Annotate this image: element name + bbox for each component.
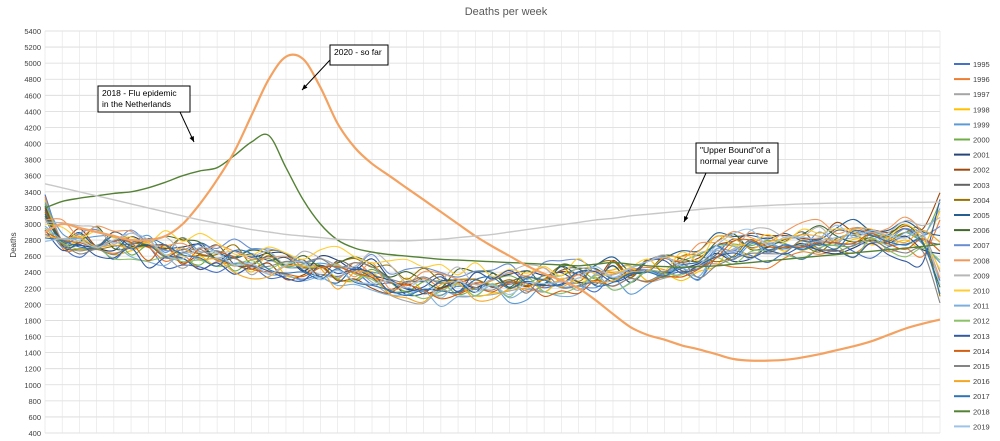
y-tick-label: 4800 [24,75,41,84]
legend-label: 2016 [973,377,990,386]
y-tick-label: 2600 [24,252,41,261]
legend-label: 2012 [973,317,990,326]
legend: 1995 1996 1997 1998 1999 2000 2001 2002 2003 2004… [954,60,990,431]
legend-label: 1996 [973,75,990,84]
annotation-text: normal year curve [700,156,768,166]
annotation-arrow [301,59,331,91]
y-tick-label: 5400 [24,27,41,36]
series-line-2016 [44,227,941,303]
legend-label: 2013 [973,332,990,341]
annotation-arrow [683,172,707,223]
y-tick-label: 600 [28,413,41,422]
annotation-box [97,85,191,113]
y-tick-label: 800 [28,397,41,406]
legend-label: 2009 [973,271,990,280]
series-line-2014 [44,231,941,300]
y-tick-label: 1000 [24,381,41,390]
y-tick-label: 2400 [24,268,41,277]
series-line-2020-so-far [44,53,941,362]
series-line-2019 [44,224,941,299]
legend-label: 2001 [973,151,990,160]
annotation-box [329,44,389,66]
series-line-2012 [44,227,941,300]
legend-label: 1999 [973,120,990,129]
annotation-arrowhead [189,136,194,142]
series-line-upper-bound [44,183,941,242]
y-tick-label: 2000 [24,300,41,309]
series-line-2015 [44,233,941,304]
series-line-2017 [44,229,941,297]
y-tick-label: 2200 [24,284,41,293]
legend-label: 2011 [973,302,989,311]
legend-label: 2000 [973,136,990,145]
annotation-text: 2020 - so far [334,47,382,57]
y-tick-label: 3800 [24,156,41,165]
y-tick-label: 3600 [24,172,41,181]
legend-label: 2007 [973,241,990,250]
legend-label: 2014 [973,347,990,356]
y-axis-label: Deaths [9,232,18,257]
legend-label: 2008 [973,256,990,265]
legend-label: 2005 [973,211,990,220]
annotation-box [695,142,779,174]
y-tick-label: 3200 [24,204,41,213]
series-line-2010 [44,223,941,277]
y-tick-label: 1400 [24,349,41,358]
legend-label: 2018 [973,407,990,416]
y-tick-label: 4600 [24,91,41,100]
legend-label: 2003 [973,181,990,190]
legend-label: 1998 [973,105,990,114]
annotation-arrowhead [302,84,308,90]
y-tick-label: 4400 [24,107,41,116]
legend-label: 2002 [973,166,990,175]
y-tick-label: 400 [28,429,41,438]
annotation-arrowhead [684,216,689,222]
legend-label: 1997 [973,90,990,99]
y-tick-label: 1800 [24,316,41,325]
series-line-2013 [44,199,941,294]
legend-label: 2006 [973,226,990,235]
y-tick-label: 1200 [24,365,41,374]
y-axis-ticks: 400 600 800 1000 1200 1400 1600 1800 2000 2200 240… [24,27,41,438]
y-tick-label: 3400 [24,188,41,197]
legend-label: 1995 [973,60,990,69]
legend-label: 2010 [973,287,990,296]
legend-label: 2004 [973,196,990,205]
y-tick-label: 4200 [24,123,41,132]
legend-label: 2015 [973,362,990,371]
y-tick-label: 2800 [24,236,41,245]
series-line-2007 [44,217,941,280]
y-tick-label: 1600 [24,333,41,342]
annotation-text: 2018 - Flu epidemic [102,88,177,98]
chart-title: Deaths per week [465,6,548,18]
series-lines [44,53,941,362]
series-line-2018 [44,133,941,269]
y-tick-label: 3000 [24,220,41,229]
annotation-text: in the Netherlands [102,99,171,109]
y-tick-label: 4000 [24,140,41,149]
y-tick-label: 5200 [24,43,41,52]
legend-label: 2019 [973,422,990,431]
legend-label: 2017 [973,392,990,401]
annotation-text: "Upper Bound"of a [700,145,771,155]
y-tick-label: 5000 [24,59,41,68]
